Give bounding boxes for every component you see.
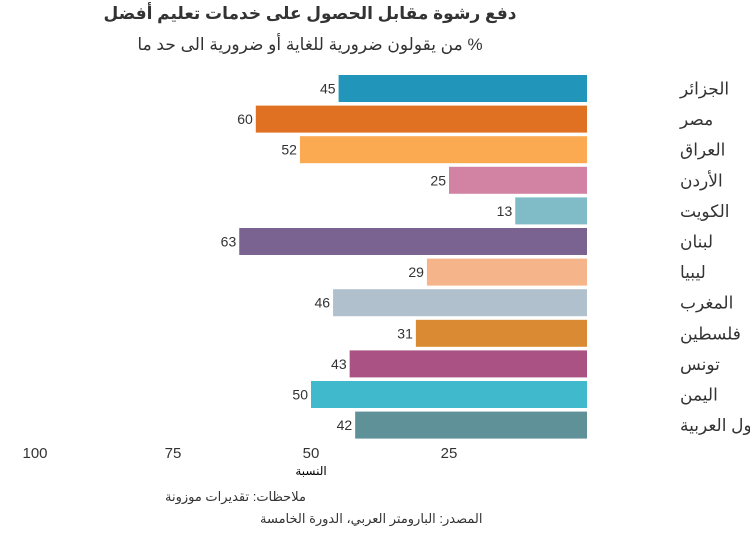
bar [239,228,588,255]
x-tick-label: 75 [165,445,182,462]
bar [449,166,587,194]
category-label: الكويت [680,202,730,221]
bar [299,136,587,164]
category-label: لبنان [680,233,713,252]
category-label: العراق [680,141,725,160]
bar [255,105,588,133]
data-label: 29 [408,264,424,280]
data-label: 31 [397,325,413,341]
category-label: فلسطين [680,324,741,343]
data-label: 52 [281,142,297,158]
bar [333,289,587,317]
data-label: 13 [497,203,513,219]
x-axis-label: النسبة [295,464,326,478]
category-label: اليمن [680,386,718,405]
category-label: الجزائر [679,80,729,99]
data-label: 60 [237,111,253,127]
bar [338,75,587,102]
category-label: الدول العربية [680,416,750,435]
bar [426,258,587,286]
x-tick-label: 50 [303,445,320,462]
data-label: 63 [221,234,237,250]
data-label: 43 [331,356,347,372]
data-label: 42 [337,417,353,433]
notes-text: ملاحظات: تقديرات موزونة [165,489,306,505]
bar [515,197,587,225]
category-label: مصر [679,110,713,129]
chart-title: دفع رشوة مقابل الحصول على خدمات تعليم أف… [104,2,517,24]
source-text: المصدر: البارومتر العربي، الدورة الخامسة [260,511,482,527]
x-tick-label: 100 [22,445,47,462]
category-label: الأردن [680,170,723,190]
chart-subtitle: % من يقولون ضرورية للغاية أو ضرورية الى … [137,33,482,54]
bar [415,319,587,347]
data-label: 46 [315,295,331,311]
bar [349,350,587,378]
category-label: المغرب [680,294,733,313]
bar [311,381,587,408]
category-label: تونس [680,355,720,374]
x-tick-label: 25 [441,445,458,462]
data-label: 45 [320,81,336,97]
category-label: ليبيا [680,263,706,282]
data-label: 25 [430,172,446,188]
data-label: 50 [292,387,308,403]
bar [355,411,587,439]
